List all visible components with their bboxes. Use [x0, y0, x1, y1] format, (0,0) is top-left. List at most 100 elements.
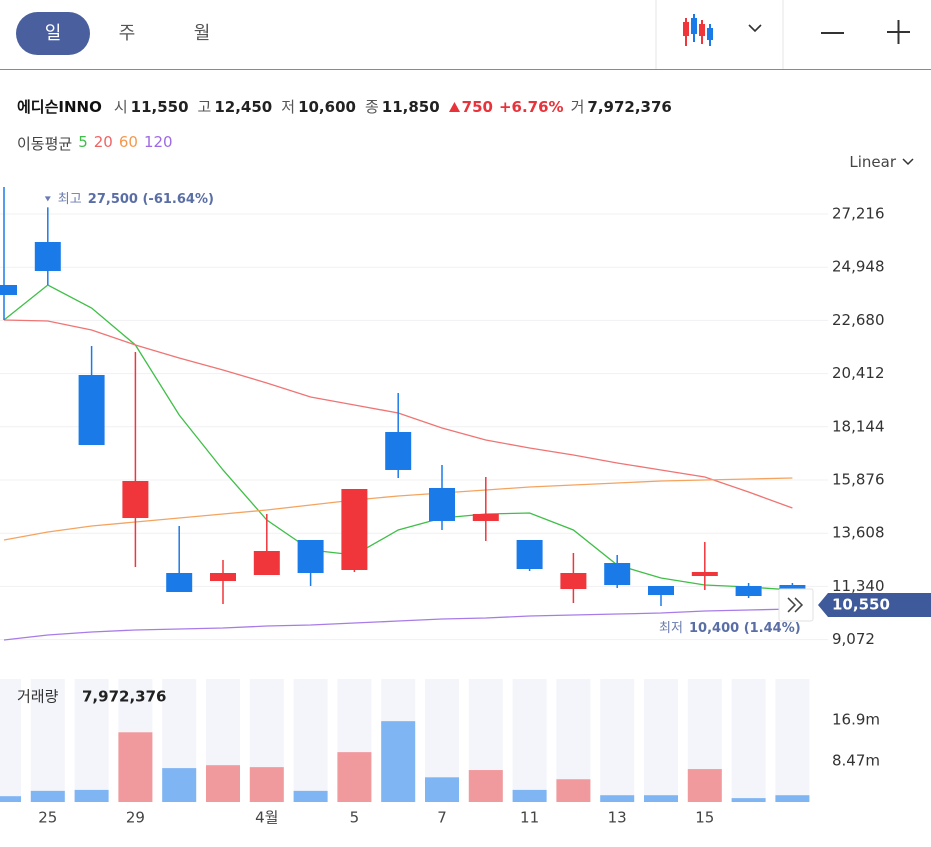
- moving-average-line: [3, 608, 793, 641]
- y-tick-label: 18,144: [832, 417, 885, 435]
- volume-title: 거래량: [17, 688, 59, 706]
- change: 750: [461, 97, 493, 116]
- dropdown-chevron[interactable]: [748, 24, 762, 33]
- tab[interactable]: 월: [194, 23, 211, 44]
- candle-body: [34, 241, 61, 271]
- scroll-latest-icon: [794, 597, 804, 613]
- ma-period: 60: [118, 133, 138, 151]
- volume-tick-label: 8.47m: [832, 752, 880, 770]
- volume-bar: [425, 777, 459, 802]
- candle-body: [648, 585, 674, 595]
- scroll-latest-icon: [787, 597, 797, 613]
- volume-bar: [468, 770, 503, 802]
- x-tick-label: 25: [38, 809, 57, 827]
- volume-bar: [731, 798, 766, 802]
- candle-body: [78, 375, 105, 446]
- x-tick-label: 4월: [255, 809, 278, 827]
- y-tick-label: 27,216: [832, 204, 885, 222]
- low-value: 10,600: [298, 97, 356, 116]
- candle-body: [122, 480, 149, 519]
- y-tick-label: 13,608: [832, 524, 885, 542]
- volume-bar: [775, 795, 810, 802]
- volume-bg: [0, 679, 21, 802]
- volume-bar: [162, 768, 197, 802]
- candle-body: [253, 550, 280, 575]
- tab[interactable]: 일: [45, 23, 62, 44]
- y-tick-label: 24,948: [832, 258, 885, 276]
- annotation-value: 10,400 (1.44%): [689, 621, 801, 636]
- x-tick-label: 11: [520, 809, 539, 827]
- candle-body: [385, 431, 412, 470]
- chart-type-icon[interactable]: [683, 14, 713, 46]
- volume-bg: [644, 679, 678, 802]
- volume-bar: [337, 752, 372, 802]
- volume-panel: 16.9m 8.47m: [0, 679, 880, 802]
- volume-value: 7,972,376: [82, 688, 166, 706]
- y-tick-label: 22,680: [832, 311, 885, 329]
- volume-bar: [74, 789, 109, 802]
- volume-bg: [512, 679, 547, 802]
- volume-bg: [731, 679, 766, 802]
- y-tick-label: 15,876: [832, 471, 885, 489]
- scale-label[interactable]: Linear: [849, 153, 896, 171]
- scale-chevron[interactable]: [902, 158, 914, 166]
- volume-bg: [775, 679, 810, 802]
- candle-body: [560, 572, 587, 589]
- low-label: 저: [281, 98, 296, 116]
- candle-body: [472, 513, 499, 521]
- grid: 27,216 24,948 22,680 20,412 18,144 15,876 13,6…: [0, 204, 885, 827]
- candle-body: [341, 488, 368, 570]
- annotation-marker: [44, 196, 51, 202]
- stock-name: 에디슨INNO: [17, 98, 102, 116]
- zoom-in-button[interactable]: [887, 20, 910, 44]
- candle-body: [516, 539, 543, 570]
- volume-bg: [74, 679, 109, 802]
- price-plot: [0, 186, 806, 641]
- annotation-label: 최저: [659, 621, 683, 636]
- volume-bar: [644, 795, 678, 802]
- x-tick-label: 5: [350, 809, 360, 827]
- x-tick-label: 29: [126, 809, 145, 827]
- volume-bar: [118, 732, 153, 802]
- volume-bg: [293, 679, 328, 802]
- close-label: 종: [364, 98, 379, 116]
- y-tick-label: 9,072: [832, 630, 875, 648]
- current-price-label: 10,550: [832, 595, 890, 613]
- close-value: 11,850: [381, 97, 440, 116]
- ma-period: 20: [93, 133, 113, 151]
- tab-active-bg[interactable]: [16, 12, 90, 55]
- volume-bar: [206, 765, 240, 802]
- volume-label: 거: [570, 98, 585, 116]
- change-pct: +6.76%: [498, 97, 564, 116]
- scale-selector[interactable]: Linear: [849, 153, 914, 171]
- volume-tick-label: 16.9m: [832, 711, 880, 729]
- candle-body: [429, 487, 455, 521]
- volume-bar: [0, 796, 21, 802]
- volume-bar: [512, 789, 547, 802]
- volume-bar: [600, 795, 635, 802]
- current-price-tag: [818, 592, 931, 617]
- volume-value: 7,972,376: [587, 97, 672, 116]
- ma-legend: 이동평균 5 20 60 120: [17, 133, 173, 154]
- candle-body: [691, 571, 718, 576]
- ma-period: 120: [143, 133, 173, 151]
- candle-body: [166, 572, 193, 592]
- y-tick-label: 11,340: [832, 577, 885, 595]
- top-bar: 일 주 월: [0, 0, 931, 70]
- volume-bar: [687, 769, 722, 802]
- volume-bar: [249, 767, 284, 802]
- candle-body: [604, 563, 631, 586]
- x-tick-label: 13: [608, 809, 627, 827]
- ma-legend-label: 이동평균: [17, 135, 73, 153]
- open-label: 시: [113, 98, 128, 116]
- overlay: 최고 27,500 (-61.64%) 최저 10,400 (1.44%) 10,550: [44, 192, 931, 636]
- open-value: 11,550: [130, 97, 189, 116]
- candle-body: [779, 585, 806, 589]
- volume-bar: [293, 790, 328, 802]
- tab[interactable]: 주: [119, 23, 136, 44]
- annotation-value: 27,500 (-61.64%): [88, 192, 214, 207]
- volume-bg: [30, 679, 65, 802]
- x-tick-label: 7: [437, 809, 447, 827]
